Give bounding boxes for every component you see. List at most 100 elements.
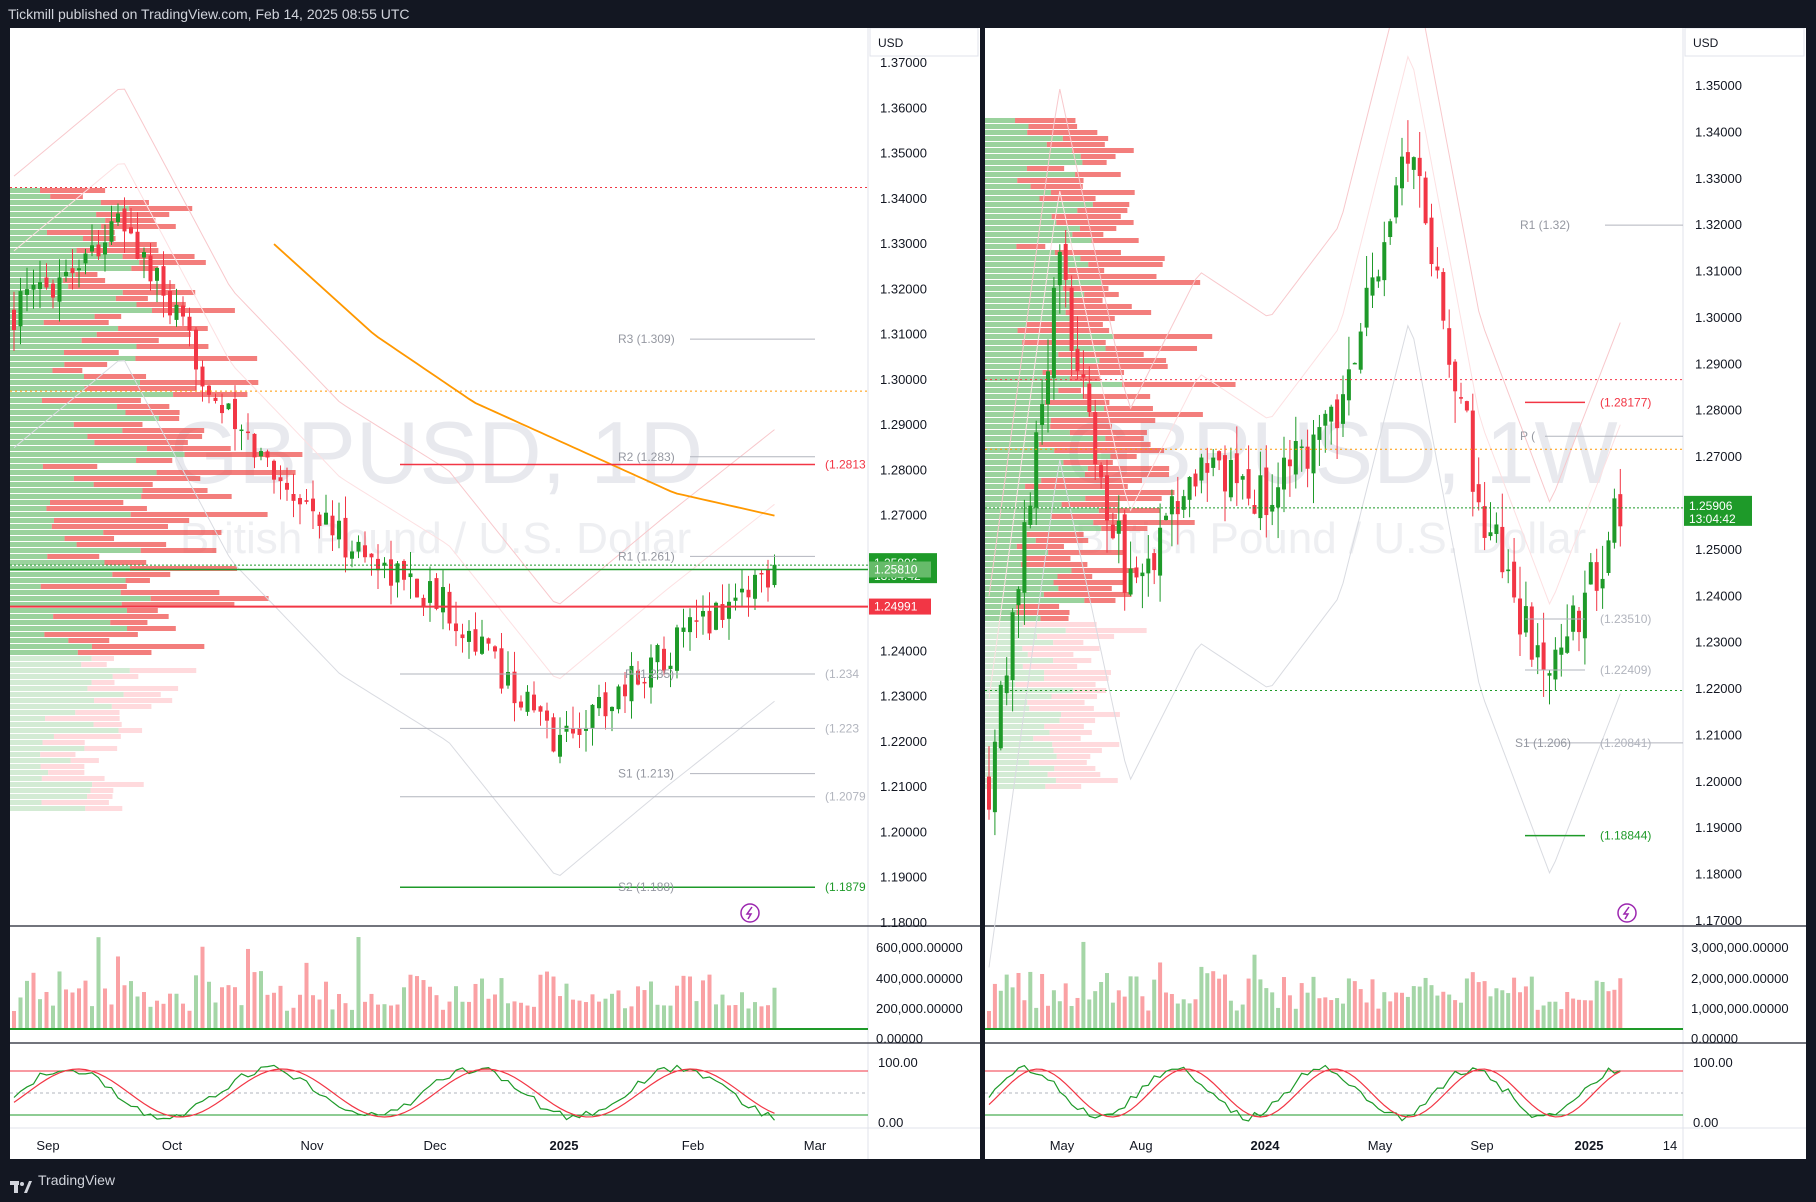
volume-profile-bar — [41, 800, 109, 805]
volume-profile-bar — [985, 310, 1066, 315]
volume-profile-bar — [10, 506, 47, 511]
candle-body — [90, 245, 94, 252]
osc-k-line — [988, 1064, 1621, 1122]
volume-profile-bar — [10, 200, 101, 205]
chart-panel-daily[interactable]: GBPUSD, 1D British Pound / U.S. Dollar R3 … — [10, 28, 980, 1159]
volume-profile-bar — [985, 130, 1028, 135]
volume-profile-bar — [10, 242, 109, 247]
volume-bar — [1187, 1003, 1192, 1029]
volume-bar — [1175, 1003, 1180, 1029]
volume-profile-bar — [985, 340, 1023, 345]
volume-bar — [415, 976, 419, 1029]
candle-body — [181, 305, 185, 317]
candle-body — [1234, 453, 1239, 484]
volume-bar — [135, 996, 140, 1029]
volume-profile-bar — [985, 436, 1106, 441]
volume-profile-bar — [1084, 292, 1119, 297]
volume-bar — [1506, 993, 1511, 1029]
volume-profile-bar — [1050, 190, 1135, 195]
volume-bar — [1476, 982, 1481, 1029]
candle-body — [746, 589, 751, 598]
volume-profile-bar — [985, 226, 1080, 231]
price-tick-label: 1.32000 — [1695, 217, 1742, 232]
level-badge-green — [869, 561, 931, 578]
osc-tick-label: 0.00 — [878, 1115, 903, 1130]
volume-profile-bar — [985, 220, 1057, 225]
volume-profile-bar — [53, 518, 190, 523]
volume-profile-bar — [10, 638, 69, 643]
candle-body — [415, 578, 419, 598]
volume-profile-bar — [90, 788, 114, 793]
candle-body — [1358, 331, 1363, 370]
pivot-label: R1 (1.32) — [1520, 218, 1570, 232]
volume-profile-bar — [985, 142, 1047, 147]
candle-body — [1341, 394, 1345, 424]
volume-profile-bar — [985, 376, 1070, 381]
pivot-value-label: (1.2813 — [825, 457, 866, 471]
volume-bar — [389, 1005, 393, 1029]
volume-profile-bar — [1105, 346, 1198, 351]
volume-profile-bar — [1062, 136, 1109, 141]
volume-profile-bar — [985, 346, 1106, 351]
candle-body — [1217, 451, 1222, 461]
candle-body — [519, 701, 523, 708]
volume-bar — [1211, 971, 1216, 1029]
price-tick-label: 1.18000 — [1695, 867, 1742, 882]
candle-body — [753, 574, 757, 599]
volume-profile-bar — [77, 650, 152, 655]
volume-profile-bar — [10, 554, 48, 559]
volume-profile-bar — [91, 680, 115, 685]
volume-profile-bar — [985, 784, 1046, 789]
volume-profile-bar — [10, 368, 53, 373]
volume-bar — [1181, 999, 1186, 1029]
volume-bar — [1435, 995, 1440, 1029]
volume-profile-bar — [1053, 748, 1102, 753]
volume-profile-bar — [1088, 412, 1203, 417]
volume-profile-bar — [1053, 640, 1084, 645]
chart-panel-weekly[interactable]: GBPUSD, 1W British Pound / U.S. Dollar R1 … — [985, 28, 1806, 1159]
bollinger-lower — [988, 324, 1621, 968]
volume-profile-bar — [10, 608, 127, 613]
candle-body — [129, 227, 133, 234]
volume-bar — [603, 998, 608, 1029]
volume-profile-bar — [985, 604, 1017, 609]
volume-bar — [1164, 992, 1168, 1029]
candle-body — [311, 498, 315, 512]
volume-bar — [1217, 978, 1222, 1029]
volume-profile-bar — [1084, 394, 1151, 399]
volume-profile-bar — [40, 188, 106, 193]
volume-profile-bar — [1099, 358, 1167, 363]
volume-profile-bar — [10, 428, 123, 433]
currency-box — [869, 28, 979, 57]
candle-body — [1565, 636, 1570, 653]
volume-profile-bar — [118, 326, 208, 331]
volume-profile-bar — [1049, 730, 1092, 735]
volume-profile-bar — [985, 304, 1072, 309]
volume-bar — [1346, 978, 1351, 1029]
pivot-value-label: (1.20841) — [1600, 736, 1651, 750]
volume-bar — [109, 1004, 114, 1029]
volume-profile-bar — [10, 302, 137, 307]
volume-bar — [480, 978, 484, 1029]
candle-body — [116, 213, 120, 223]
volume-profile-bar — [82, 236, 116, 241]
volume-profile-bar — [10, 698, 95, 703]
last-price-badge — [1684, 495, 1752, 526]
candle-body — [454, 623, 458, 632]
candle-body — [1417, 157, 1422, 177]
volume-profile-bar — [1057, 574, 1093, 579]
candle-body — [623, 684, 627, 697]
currency-label: USD — [878, 36, 904, 50]
pivot-value-label: (1.1879 — [825, 880, 866, 894]
candle-body — [727, 601, 731, 619]
volume-bar — [714, 1004, 718, 1029]
volume-bar — [226, 985, 231, 1029]
candle-body — [538, 706, 543, 712]
volume-profile-bar — [10, 524, 52, 529]
candle-body — [434, 578, 439, 609]
volume-bar — [1370, 979, 1375, 1029]
volume-profile-bar — [1054, 448, 1165, 453]
volume-profile-bar — [1122, 382, 1236, 387]
volume-profile-bar — [1046, 142, 1105, 147]
